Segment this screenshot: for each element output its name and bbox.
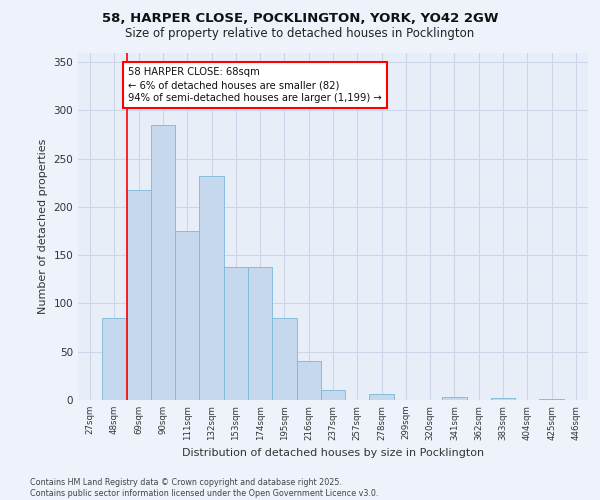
Text: Contains HM Land Registry data © Crown copyright and database right 2025.
Contai: Contains HM Land Registry data © Crown c… (30, 478, 379, 498)
Y-axis label: Number of detached properties: Number of detached properties (38, 138, 48, 314)
X-axis label: Distribution of detached houses by size in Pocklington: Distribution of detached houses by size … (182, 448, 484, 458)
Bar (272, 318, 296, 400)
Bar (151, 125, 175, 400)
Bar (539, 399, 564, 400)
Bar (321, 390, 345, 400)
Bar (491, 398, 515, 400)
Bar (175, 231, 199, 400)
Bar (102, 318, 127, 400)
Bar (442, 397, 467, 400)
Bar (370, 394, 394, 400)
Text: 58 HARPER CLOSE: 68sqm
← 6% of detached houses are smaller (82)
94% of semi-deta: 58 HARPER CLOSE: 68sqm ← 6% of detached … (128, 67, 382, 104)
Bar (127, 190, 151, 400)
Bar (224, 267, 248, 400)
Text: 58, HARPER CLOSE, POCKLINGTON, YORK, YO42 2GW: 58, HARPER CLOSE, POCKLINGTON, YORK, YO4… (102, 12, 498, 26)
Text: Size of property relative to detached houses in Pocklington: Size of property relative to detached ho… (125, 28, 475, 40)
Bar (296, 362, 321, 400)
Bar (248, 267, 272, 400)
Bar (199, 176, 224, 400)
